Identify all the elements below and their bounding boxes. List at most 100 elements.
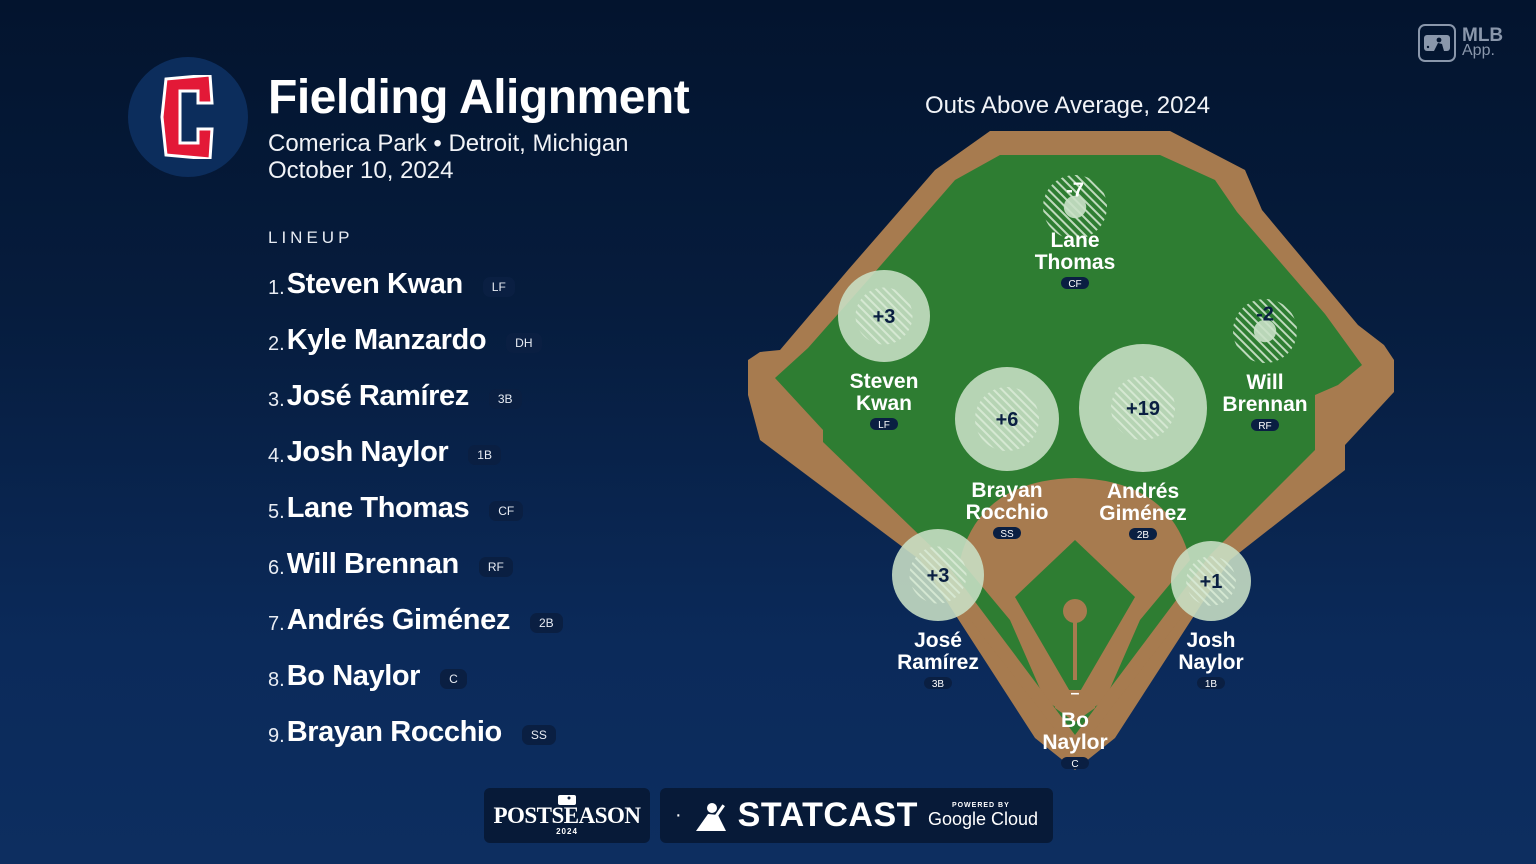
- fielder-position-label: SS: [1000, 529, 1014, 540]
- fielder-last-name: Naylor: [1178, 651, 1243, 674]
- fielder-position-label: 3B: [932, 679, 945, 690]
- lineup-item: 9. Brayan Rocchio SS: [268, 704, 563, 760]
- statcast-wordmark: STATCAST: [737, 796, 918, 834]
- fielder-first-name: Lane: [1050, 229, 1099, 252]
- oaa-value: +3: [873, 306, 896, 328]
- player-name: Lane Thomas: [286, 491, 470, 524]
- fielder-position-label: C: [1071, 759, 1078, 770]
- fielder-first-name: Will: [1246, 371, 1283, 394]
- lineup-item: 1. Steven Kwan LF: [268, 256, 563, 312]
- fielder-position-badge: [1061, 277, 1089, 289]
- batter-silhouette-icon: [695, 802, 726, 831]
- fielder-last-name: Naylor: [1042, 731, 1107, 754]
- fielder-last-name: Brennan: [1222, 393, 1307, 416]
- lineup-number: 7.: [268, 612, 285, 635]
- mlb-app-logo: MLB App.: [1418, 24, 1503, 62]
- position-badge: C: [440, 669, 467, 689]
- lineup-number: 5.: [268, 500, 285, 523]
- fielder-first-name: José: [914, 629, 962, 652]
- lineup-heading: LINEUP: [268, 228, 354, 247]
- oaa-chart-title: Outs Above Average, 2024: [925, 92, 1211, 119]
- lineup-number: 3.: [268, 388, 285, 411]
- fielder-last-name: Rocchio: [966, 501, 1049, 524]
- fielder-last-name: Giménez: [1099, 502, 1187, 525]
- position-badge: DH: [506, 333, 542, 353]
- dot-icon: ·: [674, 804, 682, 826]
- player-name: Steven Kwan: [286, 267, 464, 300]
- oaa-value: +6: [996, 409, 1019, 431]
- oaa-hatched-area: [909, 546, 967, 604]
- oaa-hatched-area: [1111, 376, 1175, 440]
- postseason-year: 2024: [556, 827, 578, 836]
- guardians-c-icon: [160, 75, 214, 159]
- oaa-value: +19: [1126, 398, 1160, 420]
- lineup-number: 1.: [268, 276, 285, 299]
- oaa-value: +3: [927, 565, 950, 587]
- oaa-bubble: [1253, 319, 1277, 343]
- lineup-item: 2. Kyle Manzardo DH: [268, 312, 563, 368]
- lineup-item: 6. Will Brennan RF: [268, 536, 563, 592]
- venue-text: Comerica Park • Detroit, Michigan: [268, 130, 629, 157]
- position-badge: SS: [521, 725, 556, 745]
- fielder-position-label: 2B: [1137, 530, 1150, 541]
- position-badge: 1B: [468, 445, 501, 465]
- position-badge: RF: [478, 557, 513, 577]
- oaa-value: -2: [1256, 303, 1274, 325]
- lineup-list: 1. Steven Kwan LF 2. Kyle Manzardo DH 3. José…: [268, 256, 563, 760]
- powered-by-text: POWERED BY: [951, 801, 1010, 809]
- player-name: Josh Naylor: [286, 435, 449, 468]
- mlb-batter-icon: [1418, 24, 1456, 62]
- page-title: Fielding Alignment: [268, 71, 690, 124]
- postseason-wordmark: POSTSEASON: [493, 803, 641, 828]
- oaa-value: -7: [1066, 179, 1084, 201]
- mlb-logo-icon: [558, 795, 576, 805]
- lineup-number: 2.: [268, 332, 285, 355]
- fielder-first-name: Steven: [850, 370, 919, 393]
- team-logo: [128, 57, 248, 177]
- date-text: October 10, 2024: [268, 157, 454, 184]
- fielder-position-badge: [1129, 528, 1157, 540]
- fielder-position-badge: [870, 418, 898, 430]
- position-badge: CF: [489, 501, 524, 521]
- fielder-position-badge: [1251, 419, 1279, 431]
- lineup-item: 8. Bo Naylor C: [268, 648, 563, 704]
- lineup-item: 7. Andrés Giménez 2B: [268, 592, 563, 648]
- fielder-first-name: Andrés: [1107, 480, 1179, 503]
- lineup-number: 6.: [268, 556, 285, 579]
- fielder-position-label: RF: [1258, 421, 1271, 432]
- mlb-app-line2: App.: [1462, 42, 1495, 59]
- player-name: Will Brennan: [286, 547, 460, 580]
- position-badge: LF: [482, 277, 515, 297]
- fielder-last-name: Thomas: [1035, 251, 1116, 274]
- oaa-hatched-area: [1186, 556, 1236, 606]
- fielder-last-name: Kwan: [856, 392, 912, 415]
- fielder-first-name: Bo: [1061, 709, 1089, 732]
- lineup-item: 5. Lane Thomas CF: [268, 480, 563, 536]
- fielder-position-badge: [993, 527, 1021, 539]
- statcast-logo: · STATCAST POWERED BY Google Cloud: [660, 788, 1053, 843]
- fielder-position-label: 1B: [1205, 679, 1218, 690]
- position-badge: 2B: [529, 613, 563, 633]
- mlb-app-line1: MLB: [1462, 25, 1504, 46]
- fielder-last-name: Ramírez: [897, 651, 979, 674]
- fielder-position-badge: [1197, 677, 1225, 689]
- home-plate-area: [1055, 690, 1095, 722]
- lineup-item: 3. José Ramírez 3B: [268, 368, 563, 424]
- fielder-position-label: LF: [878, 420, 890, 431]
- google-cloud-text: Google Cloud: [927, 808, 1039, 829]
- oaa-hatched-area: [855, 287, 913, 345]
- oaa-value: +1: [1200, 571, 1223, 593]
- google-cloud-logo: POWERED BY Google Cloud: [928, 802, 1038, 830]
- player-name: Kyle Manzardo: [286, 323, 487, 356]
- lineup-number: 9.: [268, 724, 285, 747]
- pitchers-mound: [1063, 599, 1087, 623]
